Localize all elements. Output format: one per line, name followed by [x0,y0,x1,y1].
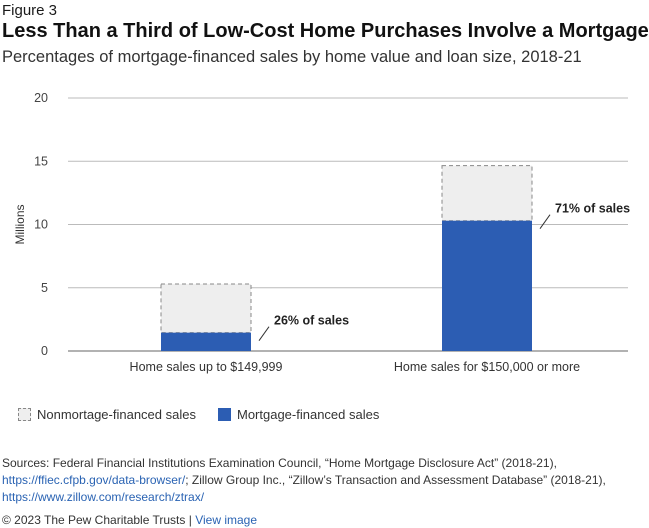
stacked-bar-chart: 0 5 10 15 20 Millions Home sales up to $149,… [13,91,630,374]
annotations: 26% of sales 71% of sales [258,202,630,341]
chart-subtitle: Percentages of mortgage-financed sales b… [2,48,582,66]
x-tick-label-0: Home sales up to $149,999 [130,360,283,374]
footer-separator: | [185,513,196,527]
annotation-leader-0 [258,326,270,341]
y-tick-labels: 0 5 10 15 20 [34,91,48,358]
y-axis-label: Millions [13,204,27,244]
x-tick-labels: Home sales up to $149,999 Home sales for … [130,360,581,374]
y-tick-label-10: 10 [34,218,48,232]
sources-middle: ; Zillow Group Inc., “Zillow’s Transacti… [185,473,606,487]
zillow-link[interactable]: https://www.zillow.com/research/ztrax/ [2,490,205,504]
annotation-leader-1 [539,214,551,229]
x-tick-label-1: Home sales for $150,000 or more [394,360,580,374]
sources-note: Sources: Federal Financial Institutions … [2,455,642,506]
annotation-label-1: 71% of sales [555,202,630,216]
view-image-link[interactable]: View image [195,513,257,527]
bars [160,165,533,351]
chart-title: Less Than a Third of Low-Cost Home Purch… [2,20,649,42]
legend-item-nonmortgage: Nonmortage-financed sales [18,407,196,422]
legend: Nonmortage-financed sales Mortgage-finan… [18,407,401,422]
figure-label: Figure 3 [2,2,58,19]
legend-label-mortgage: Mortgage-financed sales [236,407,380,422]
legend-item-mortgage: Mortgage-financed sales [217,407,380,422]
y-tick-label-15: 15 [34,154,48,168]
y-tick-label-0: 0 [41,344,48,358]
legend-swatch-mortgage [217,408,231,421]
ffiec-link[interactable]: https://ffiec.cfpb.gov/data-browser/ [2,473,186,487]
bar-nonmortgage-1 [441,165,533,222]
y-tick-label-20: 20 [34,91,48,105]
bar-mortgage-0 [161,332,251,351]
legend-label-nonmortgage: Nonmortage-financed sales [37,407,196,422]
footer: © 2023 The Pew Charitable Trusts | View … [2,513,257,527]
annotation-label-0: 26% of sales [274,314,349,328]
bar-mortgage-1 [442,220,532,351]
y-tick-label-5: 5 [41,281,48,295]
legend-swatch-nonmortgage [18,408,31,421]
bar-nonmortgage-0 [160,283,252,334]
sources-prefix: Sources: Federal Financial Institutions … [2,456,557,470]
copyright: © 2023 The Pew Charitable Trusts [2,513,186,527]
